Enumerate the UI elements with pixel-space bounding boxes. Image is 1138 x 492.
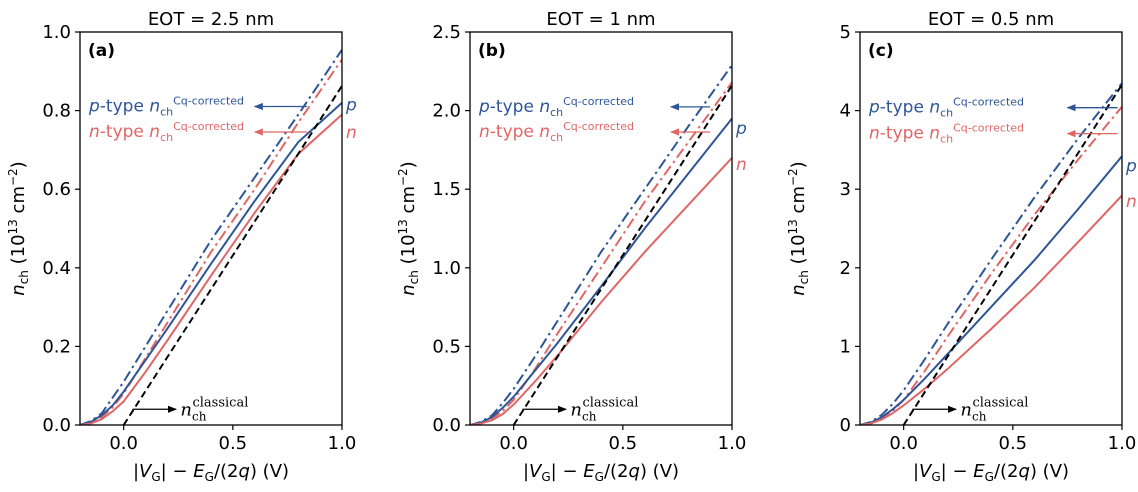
x-axis-label: |VG| − EG/(2q) (V) — [913, 461, 1069, 484]
n-curve-label: n — [736, 155, 747, 175]
x-tick-label: 0.0 — [889, 433, 918, 454]
y-tick-label: 0.6 — [42, 179, 71, 200]
panel-label: (a) — [88, 41, 115, 61]
p-curve-label: p — [1125, 157, 1137, 177]
series-dashdot-p — [80, 49, 342, 425]
y-tick-label: 2 — [840, 258, 851, 279]
plot-frame — [79, 31, 343, 426]
y-tick-label: 1.0 — [42, 22, 71, 43]
y-tick-label: 3 — [840, 179, 851, 200]
series-dashdot-p — [860, 82, 1122, 425]
classical-annotation: nchclassical — [960, 395, 1028, 423]
y-axis-label: nch (1013 cm−2) — [786, 161, 811, 295]
series-solid-p — [80, 101, 342, 425]
y-tick-label: 0.8 — [42, 101, 71, 122]
y-tick-label: 4 — [840, 101, 851, 122]
y-tick-label: 0.2 — [42, 336, 71, 357]
x-tick-label: 0.5 — [609, 433, 638, 454]
y-axis-label: nch (1013 cm−2) — [6, 161, 31, 295]
series-solid-n — [80, 113, 342, 425]
panel-label: (c) — [868, 41, 894, 61]
series-solid-p — [860, 155, 1122, 425]
series-dashed-classical — [512, 84, 732, 425]
series-dashdot-n — [80, 58, 342, 425]
n-type-annotation: n-type nchCq-corrected — [869, 122, 1024, 146]
y-tick-label: 0.0 — [432, 415, 461, 436]
x-axis-label: |VG| − EG/(2q) (V) — [133, 461, 289, 484]
x-axis-label: |VG| − EG/(2q) (V) — [523, 461, 679, 484]
p-type-annotation: p-type nchCq-corrected — [868, 96, 1024, 120]
n-curve-label: n — [1126, 192, 1137, 212]
p-curve-label: p — [735, 119, 747, 139]
n-curve-label: n — [346, 123, 357, 143]
plot-frame — [469, 31, 733, 426]
y-tick-label: 1 — [840, 336, 851, 357]
series-solid-p — [470, 117, 732, 425]
panel-title: EOT = 0.5 nm — [928, 9, 1054, 30]
series-solid-n — [860, 194, 1122, 425]
series-dashed-classical — [122, 85, 342, 425]
classical-annotation: nchclassical — [180, 395, 248, 423]
y-tick-label: 0.4 — [42, 258, 71, 279]
x-tick-label: 1.0 — [328, 433, 357, 454]
y-tick-label: 1.0 — [432, 258, 461, 279]
n-type-annotation: n-type nchCq-corrected — [89, 120, 244, 144]
panel-label: (b) — [478, 41, 506, 61]
p-curve-label: p — [345, 96, 357, 116]
panel-b: 0.0 0.5 1.0 0.0 0.5 1.0 1.5 2.0 2.5 EOT = 1 nm (b)… — [396, 9, 747, 484]
x-tick-label: 0.0 — [499, 433, 528, 454]
y-tick-label: 0 — [840, 415, 851, 436]
y-tick-label: 2.5 — [432, 22, 461, 43]
x-tick-label: 1.0 — [718, 433, 747, 454]
series-dashdot-n — [860, 106, 1122, 425]
panel-title: EOT = 1 nm — [546, 9, 655, 30]
series-dashed-classical — [902, 84, 1122, 425]
plot-frame — [859, 31, 1123, 426]
x-tick-label: 1.0 — [1108, 433, 1137, 454]
p-type-annotation: p-type nchCq-corrected — [88, 94, 244, 118]
y-tick-label: 0.0 — [42, 415, 71, 436]
classical-annotation: nchclassical — [570, 395, 638, 423]
panel-title: EOT = 2.5 nm — [148, 9, 274, 30]
panel-a: 0.0 0.5 1.0 0.0 0.2 0.4 0.6 0.8 1.0 EOT = 2.5 nm (… — [6, 9, 357, 484]
y-tick-label: 0.5 — [432, 336, 461, 357]
series-dashdot-p — [470, 64, 732, 425]
series-solid-n — [470, 157, 732, 425]
panel-c: 0.0 0.5 1.0 0 1 2 3 4 5 EOT = 0.5 nm (c) |VG| − EG/… — [786, 9, 1137, 484]
x-tick-label: 0.5 — [219, 433, 248, 454]
y-tick-label: 2.0 — [432, 101, 461, 122]
n-type-annotation: n-type nchCq-corrected — [479, 120, 634, 144]
y-tick-label: 1.5 — [432, 179, 461, 200]
p-type-annotation: p-type nchCq-corrected — [478, 95, 634, 119]
x-tick-label: 0.5 — [999, 433, 1028, 454]
x-tick-label: 0.0 — [109, 433, 138, 454]
y-axis-label: nch (1013 cm−2) — [396, 161, 421, 295]
y-tick-label: 5 — [840, 22, 851, 43]
